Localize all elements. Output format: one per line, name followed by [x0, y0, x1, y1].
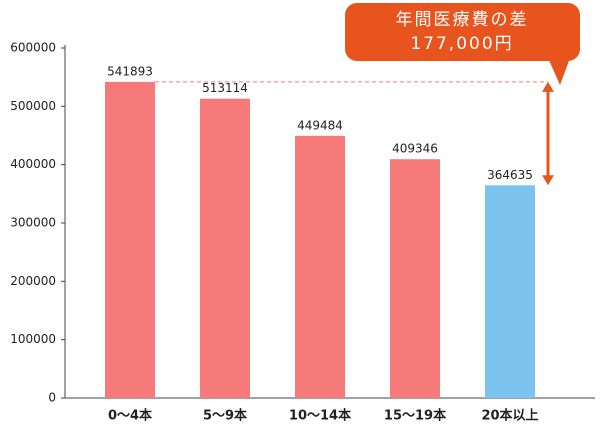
y-tick-label: 400000 — [10, 157, 56, 171]
x-tick-label: 5～9本 — [203, 408, 247, 424]
annotation: 177,000円 — [410, 34, 513, 54]
x-tick-label: 0～4本 — [108, 408, 152, 424]
y-tick-label: 300000 — [10, 216, 56, 230]
bar — [390, 159, 440, 398]
x-tick-label: 20本以上 — [481, 408, 538, 424]
data-label: 513114 — [202, 81, 248, 95]
data-label: 409346 — [392, 142, 438, 156]
bar — [485, 185, 535, 398]
bar — [200, 98, 250, 398]
callout — [345, 3, 580, 61]
y-tick-label: 500000 — [10, 99, 56, 113]
arrow-head — [542, 175, 554, 186]
x-tick-label: 15～19本 — [384, 408, 446, 424]
data-label: 541893 — [107, 64, 153, 78]
callout-tail — [548, 58, 570, 85]
x-tick-label: 10～14本 — [289, 408, 351, 424]
data-label: 449484 — [297, 118, 343, 132]
y-tick-label: 100000 — [10, 332, 56, 346]
y-tick-label: 200000 — [10, 274, 56, 288]
y-tick-label: 600000 — [10, 41, 56, 55]
bar — [105, 81, 155, 398]
y-tick-label: 0 — [48, 391, 56, 405]
data-label: 364635 — [487, 168, 533, 182]
arrow-head — [542, 81, 554, 92]
annotation: 年間医療費の差 — [396, 10, 529, 30]
bar — [295, 135, 345, 398]
